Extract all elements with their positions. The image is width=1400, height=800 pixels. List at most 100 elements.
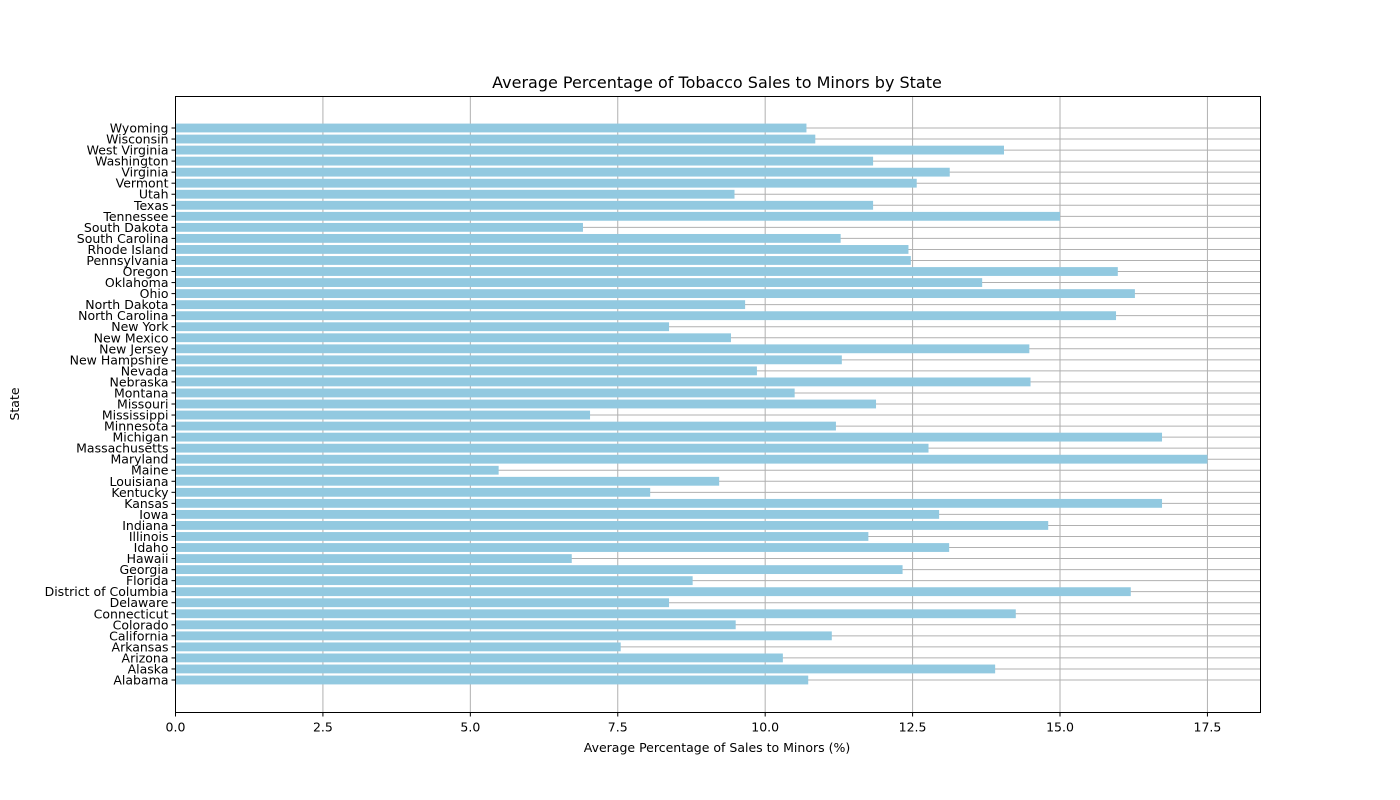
bar-utah: [175, 189, 735, 199]
y-tick-label: Rhode Island: [87, 242, 168, 257]
y-tick-label: Missouri: [117, 397, 168, 412]
bar-michigan: [175, 432, 1163, 442]
y-tick-label: Massachusetts: [76, 441, 168, 456]
y-tick-label: North Dakota: [85, 297, 168, 312]
x-tick-label: 5.0: [460, 720, 480, 735]
y-tick-label: Oregon: [123, 264, 169, 279]
y-tick-label: Kentucky: [111, 485, 169, 500]
y-tick-label: Arizona: [122, 650, 169, 665]
y-tick-label: Maryland: [111, 452, 169, 467]
bar-alabama: [175, 675, 809, 685]
y-tick-label: New Hampshire: [70, 352, 169, 367]
y-tick-label: Florida: [126, 573, 169, 588]
bar-minnesota: [175, 421, 836, 431]
bar-alaska: [175, 664, 996, 674]
y-tick-label: Utah: [139, 187, 169, 202]
y-tick-label: Nebraska: [110, 374, 169, 389]
y-tick-label: South Dakota: [84, 220, 169, 235]
bar-hawaii: [175, 554, 572, 563]
bar-texas: [175, 200, 874, 210]
bar-new-jersey: [175, 344, 1030, 354]
bar-virginia: [175, 167, 950, 177]
y-axis-label: State: [7, 387, 22, 420]
x-axis-label: Average Percentage of Sales to Minors (%…: [584, 740, 850, 755]
bar-ohio: [175, 289, 1135, 299]
bar-colorado: [175, 620, 736, 630]
bar-oklahoma: [175, 278, 983, 287]
y-tick-label: Vermont: [116, 176, 169, 191]
y-tick-label: Nevada: [121, 363, 169, 378]
plot-frame: [175, 96, 1261, 713]
bar-florida: [175, 576, 693, 586]
x-tick-label: 17.5: [1194, 720, 1222, 735]
bar-south-carolina: [175, 233, 841, 243]
y-tick-label: Alabama: [113, 673, 168, 688]
bar-tennessee: [175, 211, 1061, 221]
y-tick-label: Washington: [95, 154, 168, 169]
y-tick-label: Oklahoma: [105, 275, 169, 290]
bar-maine: [175, 465, 499, 475]
bar-rhode-island: [175, 245, 909, 254]
bar-district-of-columbia: [175, 587, 1131, 597]
y-tick-label: Montana: [114, 385, 169, 400]
x-axis: 0.0 2.5 5.0 7.5 10.0 12.5 15.0 17.5: [166, 712, 1222, 735]
y-tick-label: Colorado: [113, 617, 169, 632]
bar-nebraska: [175, 377, 1031, 387]
bar-south-dakota: [175, 222, 583, 232]
bar-new-york: [175, 322, 670, 332]
y-tick-label: New Jersey: [99, 341, 169, 356]
x-tick-label: 12.5: [899, 720, 927, 735]
bar-kansas: [175, 498, 1163, 508]
y-tick-label: Michigan: [112, 430, 168, 445]
y-tick-label: Wisconsin: [106, 132, 168, 147]
x-tick-label: 15.0: [1046, 720, 1074, 735]
y-tick-label: California: [109, 628, 168, 643]
bar-delaware: [175, 598, 670, 608]
y-tick-label: Virginia: [121, 165, 168, 180]
y-tick-label: Iowa: [139, 507, 168, 522]
bar-louisiana: [175, 476, 720, 486]
y-tick-label: Idaho: [134, 540, 169, 555]
y-tick-label: Georgia: [119, 562, 168, 577]
y-tick-label: New Mexico: [94, 330, 169, 345]
y-tick-label: Delaware: [110, 595, 169, 610]
bar-montana: [175, 388, 795, 398]
y-tick-label: Pennsylvania: [86, 253, 168, 268]
bar-new-mexico: [175, 333, 731, 343]
bar-california: [175, 631, 832, 641]
bar-iowa: [175, 509, 940, 519]
y-tick-label: West Virginia: [87, 143, 169, 158]
y-tick-label: Kansas: [124, 496, 168, 511]
y-tick-label: North Carolina: [78, 308, 168, 323]
bar-vermont: [175, 178, 917, 188]
bar-oregon: [175, 267, 1118, 276]
x-tick-label: 10.0: [751, 720, 779, 735]
bar-maryland: [175, 454, 1208, 464]
bar-mississippi: [175, 410, 591, 420]
bar-missouri: [175, 399, 877, 409]
y-tick-label: Hawaii: [127, 551, 169, 566]
y-tick-label: Indiana: [122, 518, 168, 533]
bar-nevada: [175, 366, 757, 376]
bar-wyoming: [175, 123, 807, 133]
y-tick-label: Illinois: [129, 529, 169, 544]
bar-georgia: [175, 565, 903, 575]
bar-massachusetts: [175, 443, 929, 453]
y-tick-label: Louisiana: [109, 474, 168, 489]
y-tick-label: New York: [111, 319, 169, 334]
bar-wisconsin: [175, 134, 816, 144]
y-tick-label: Ohio: [140, 286, 169, 301]
y-tick-label: South Carolina: [77, 231, 169, 246]
y-tick-label: Maine: [131, 463, 169, 478]
x-tick-label: 2.5: [313, 720, 333, 735]
y-tick-label: Texas: [133, 198, 169, 213]
y-tick-label: Minnesota: [104, 419, 169, 434]
bar-indiana: [175, 521, 1049, 530]
bar-illinois: [175, 532, 869, 541]
y-tick-label: Tennessee: [102, 209, 168, 224]
bar-new-hampshire: [175, 355, 842, 365]
bar-north-carolina: [175, 311, 1117, 321]
bar-arkansas: [175, 642, 621, 652]
